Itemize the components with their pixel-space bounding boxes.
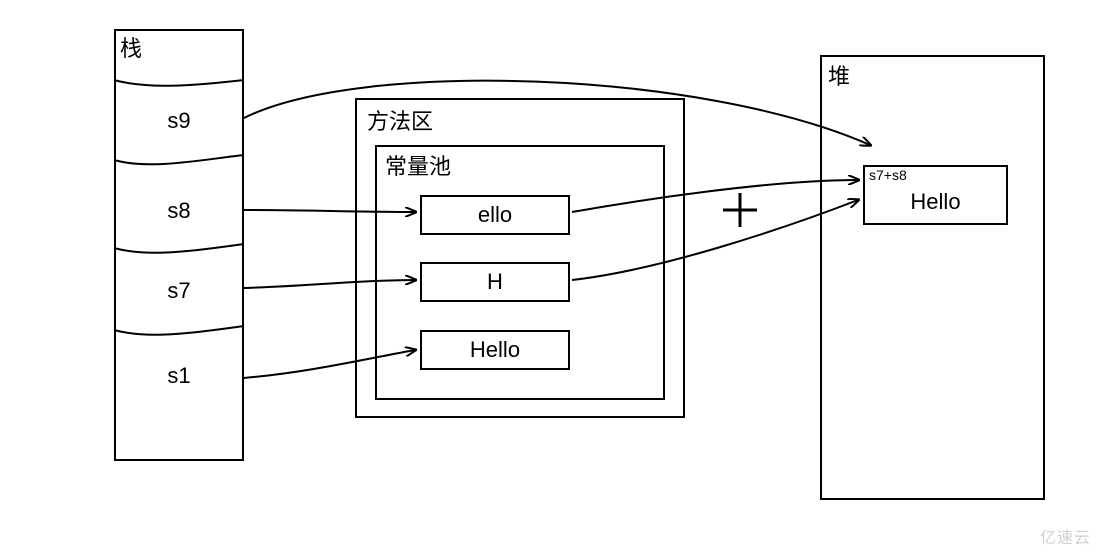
stack-cell-s8: s8 — [114, 198, 244, 224]
stack-title: 栈 — [120, 31, 142, 63]
pool-item-label-0: ello — [420, 202, 570, 228]
heap-box — [820, 55, 1045, 500]
watermark: 亿速云 — [1040, 524, 1091, 548]
heap-object-value: Hello — [863, 189, 1008, 215]
stack-box — [114, 29, 244, 461]
stack-cell-s9: s9 — [114, 108, 244, 134]
stack-cell-s7: s7 — [114, 278, 244, 304]
heap-object-caption: s7+s8 — [869, 167, 907, 183]
stack-cell-s1: s1 — [114, 363, 244, 389]
heap-title: 堆 — [828, 59, 850, 91]
method-area-title: 方法区 — [367, 104, 433, 136]
pool-item-label-2: Hello — [420, 337, 570, 363]
pool-item-label-1: H — [420, 269, 570, 295]
constant-pool-title: 常量池 — [385, 149, 451, 181]
